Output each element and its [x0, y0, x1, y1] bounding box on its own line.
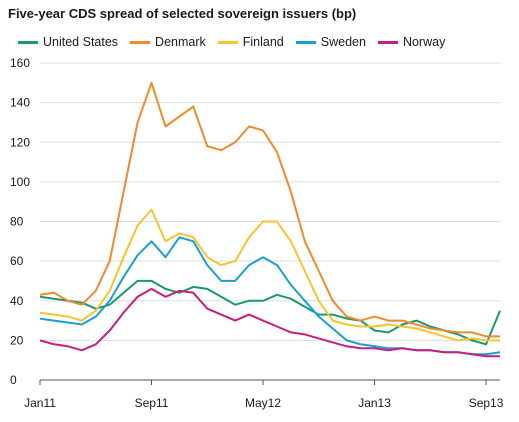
legend-swatch [18, 40, 38, 44]
legend-item: Norway [377, 35, 446, 49]
legend-item: Finland [217, 35, 284, 49]
legend-swatch [295, 40, 316, 44]
x-tick-label: May12 [245, 396, 281, 410]
y-tick-label: 140 [10, 96, 30, 110]
y-tick-label: 0 [10, 373, 17, 387]
x-tick-label: Sep13 [469, 396, 504, 410]
series-line-denmark [39, 81, 500, 338]
x-tick-label: Jan13 [358, 396, 391, 410]
legend-swatch [217, 40, 238, 44]
series-line-united-states [39, 279, 501, 346]
series-line-sweden [39, 236, 501, 356]
legend-label: Finland [242, 35, 284, 49]
y-tick-label: 160 [10, 56, 30, 70]
legend-swatch [130, 40, 151, 44]
x-tick-label: Sep11 [135, 396, 169, 410]
legend-label: Norway [402, 35, 446, 49]
legend-item: Denmark [130, 35, 206, 49]
y-tick-label: 60 [10, 254, 24, 268]
y-tick-label: 120 [10, 135, 30, 149]
legend-label: Denmark [155, 35, 206, 49]
series-line-finland [39, 208, 500, 342]
y-tick-label: 20 [10, 333, 24, 347]
legend-label: Sweden [320, 35, 366, 49]
legend-item: Sweden [295, 35, 366, 49]
x-tick-label: Jan11 [24, 396, 56, 410]
y-tick-label: 80 [10, 215, 24, 229]
legend-label: United States [43, 35, 119, 49]
y-tick-label: 40 [10, 294, 24, 308]
legend-item: United States [18, 35, 118, 49]
legend-swatch [377, 40, 398, 44]
series-line-norway [39, 287, 500, 358]
chart-title: Five-year CDS spread of selected soverei… [8, 6, 357, 21]
y-tick-label: 100 [10, 175, 30, 189]
chart-legend: United States Denmark Finland Sweden Norway [18, 35, 445, 49]
